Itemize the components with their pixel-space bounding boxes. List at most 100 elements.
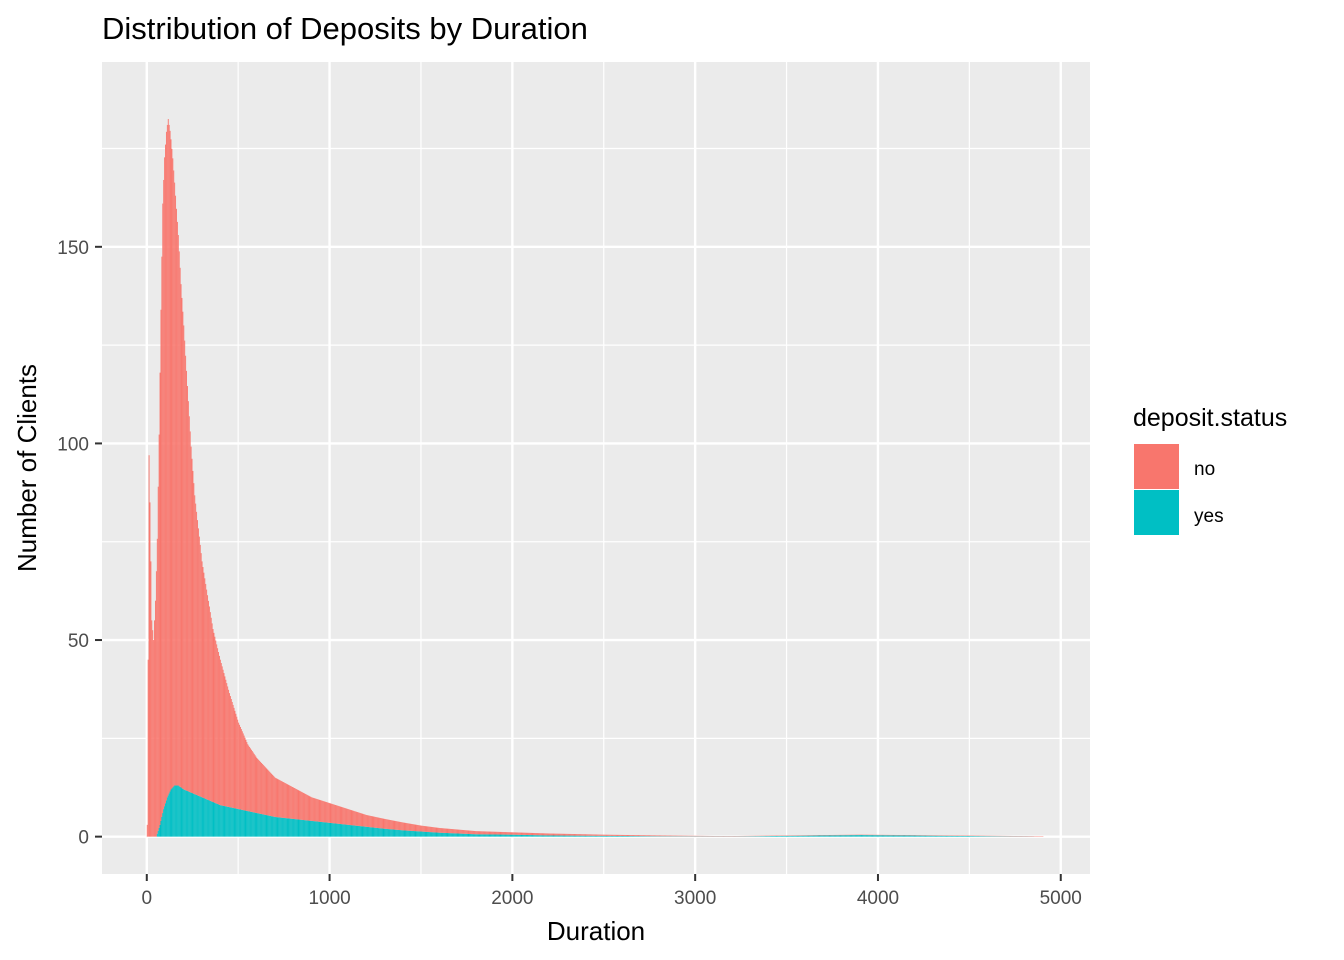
bar-no: [384, 818, 386, 829]
bar-no: [602, 834, 604, 836]
bar-no: [526, 832, 527, 835]
bar-no: [293, 787, 294, 819]
bar-no: [596, 834, 598, 836]
bar-yes: [418, 831, 420, 837]
bar-no: [229, 693, 230, 808]
bar-no: [261, 763, 263, 815]
bar-yes: [876, 835, 878, 837]
bar-yes: [385, 828, 387, 837]
bar-yes: [516, 834, 518, 837]
bar-yes: [261, 814, 262, 837]
bar-no: [345, 808, 347, 825]
bar-yes: [305, 820, 307, 837]
bar-no: [407, 823, 409, 831]
bar-yes: [515, 834, 517, 837]
bar-yes: [501, 834, 503, 837]
bar-yes: [558, 835, 560, 837]
bar-yes: [181, 788, 183, 837]
bar-yes: [623, 836, 625, 837]
bar-yes: [189, 792, 191, 837]
bar-yes: [479, 834, 481, 837]
bar-no: [435, 827, 437, 833]
bar-no: [332, 804, 334, 824]
bar-yes: [157, 830, 159, 837]
bar-no: [664, 835, 666, 837]
bar-yes: [781, 835, 782, 837]
legend-title: deposit.status: [1133, 404, 1287, 432]
bar-no: [197, 528, 199, 796]
bar-no: [516, 832, 518, 835]
bar-yes: [411, 830, 413, 837]
bar-no: [669, 835, 671, 837]
bar-no: [475, 831, 477, 835]
bar-no: [420, 825, 422, 832]
bar-yes: [890, 835, 892, 837]
bar-yes: [338, 823, 340, 837]
bar-yes: [399, 830, 401, 837]
bar-yes: [453, 833, 455, 837]
bar-yes: [982, 836, 984, 837]
bar-no: [161, 256, 163, 817]
bar-no: [549, 833, 551, 836]
bar-no: [652, 835, 654, 837]
bar-yes: [763, 836, 765, 837]
bar-yes: [560, 835, 562, 837]
bar-no: [471, 830, 473, 835]
bar-yes: [596, 835, 598, 837]
bar-yes: [902, 835, 904, 837]
bar-no: [181, 297, 183, 789]
bar-no: [198, 536, 200, 797]
bar-no: [492, 831, 494, 835]
bar-yes: [541, 835, 543, 837]
bar-yes: [484, 834, 486, 837]
bar-no: [240, 729, 242, 810]
bar-yes: [794, 835, 796, 837]
bar-no: [406, 823, 408, 831]
bar-yes: [398, 829, 400, 837]
bar-yes: [860, 835, 862, 837]
bar-no: [660, 835, 662, 837]
bar-no: [556, 833, 558, 836]
bar-no: [166, 124, 168, 798]
bar-yes: [628, 836, 630, 837]
bar-yes: [948, 835, 950, 837]
bar-no: [147, 659, 149, 837]
bar-no: [441, 828, 442, 833]
bar-yes: [895, 835, 897, 837]
bar-no: [199, 544, 201, 797]
bar-yes: [378, 828, 380, 837]
bar-no: [293, 787, 295, 820]
bar-no: [238, 722, 240, 810]
legend: deposit.status no yes: [1133, 404, 1287, 535]
bar-no: [445, 828, 447, 833]
bar-yes: [856, 835, 858, 837]
bar-yes: [414, 831, 416, 837]
bar-yes: [417, 831, 419, 837]
bar-yes: [165, 803, 166, 837]
bar-yes: [839, 835, 841, 837]
bar-no: [330, 803, 332, 823]
bar-yes: [168, 793, 170, 837]
bar-yes: [220, 805, 222, 837]
bar-yes: [441, 832, 442, 837]
bar-no: [489, 831, 491, 835]
legend-swatch-yes: [1134, 490, 1179, 535]
bar-yes: [217, 804, 219, 837]
bar-yes: [366, 826, 368, 837]
bar-yes: [295, 819, 297, 837]
bar-no: [466, 830, 468, 834]
bar-no: [605, 834, 607, 836]
bar-yes: [483, 834, 485, 837]
bar-yes: [452, 833, 453, 837]
bar-no: [380, 818, 382, 829]
bar-yes: [169, 791, 171, 837]
bar-yes: [609, 835, 611, 837]
bar-no: [347, 809, 349, 825]
bar-yes: [854, 835, 856, 837]
bar-yes: [601, 835, 603, 837]
bar-yes: [875, 835, 877, 837]
bar-yes: [377, 827, 379, 837]
bar-no: [289, 785, 291, 819]
bar-yes: [281, 817, 283, 837]
bar-no: [419, 825, 421, 832]
